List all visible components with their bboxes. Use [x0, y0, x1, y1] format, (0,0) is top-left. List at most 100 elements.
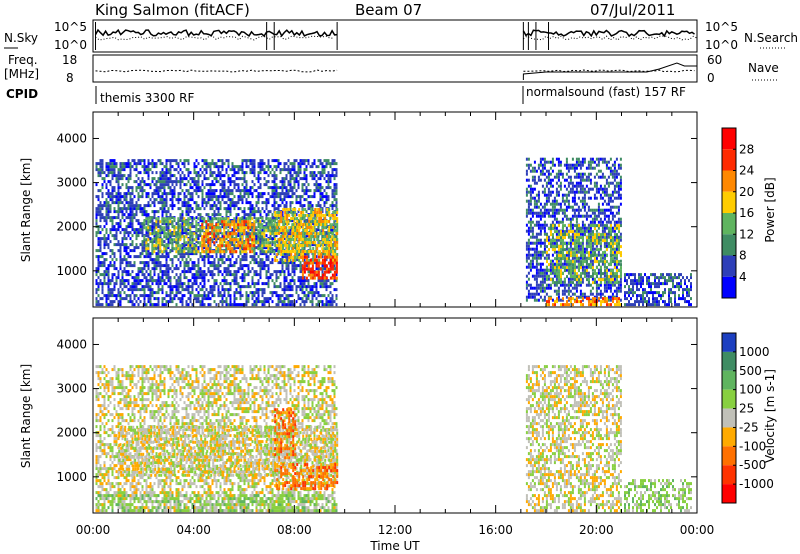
heatmap-cell [103, 201, 106, 205]
heatmap-cell [253, 189, 256, 193]
heatmap-cell [328, 229, 331, 232]
heatmap-cell [119, 300, 122, 304]
heatmap-cell [131, 300, 134, 304]
heatmap-cell [157, 195, 160, 199]
heatmap-cell [539, 232, 542, 236]
heatmap-cell [107, 303, 110, 307]
heatmap-cell [191, 282, 194, 286]
heatmap-cell [125, 261, 128, 265]
heatmap-cell [191, 186, 194, 190]
heatmap-cell [179, 244, 182, 248]
heatmap-cell [318, 241, 321, 244]
heatmap-cell [129, 225, 132, 229]
heatmap-cell [329, 217, 332, 221]
heatmap-cell [307, 285, 310, 289]
heatmap-cell [233, 180, 236, 184]
heatmap-cell [179, 207, 182, 211]
heatmap-cell [535, 244, 538, 248]
heatmap-cell [153, 229, 156, 233]
heatmap-cell [205, 250, 208, 254]
heatmap-cell [189, 258, 192, 262]
heatmap-cell [145, 204, 148, 208]
heatmap-cell [117, 213, 120, 217]
heatmap-cell [307, 291, 310, 295]
heatmap-cell [525, 187, 528, 191]
heatmap-cell [187, 210, 190, 214]
heatmap-cell [335, 288, 338, 292]
heatmap-cell [307, 201, 310, 205]
heatmap-cell [95, 168, 98, 172]
heatmap-cell [533, 181, 536, 185]
heatmap-cell [113, 261, 116, 265]
heatmap-cell [225, 244, 228, 248]
heatmap-cell [325, 231, 328, 235]
heatmap-cell [185, 303, 188, 307]
heatmap-cell [109, 288, 112, 292]
heatmap-cell [241, 294, 244, 298]
heatmap-cell [105, 270, 108, 274]
heatmap-cell [325, 285, 328, 289]
heatmap-cell [277, 195, 280, 199]
heatmap-cell [303, 303, 306, 307]
heatmap-cell [105, 273, 108, 277]
heatmap-cell [97, 189, 100, 193]
heatmap-cell [265, 258, 268, 262]
heatmap-cell [135, 204, 138, 208]
heatmap-cell [179, 247, 182, 251]
heatmap-cell [288, 241, 291, 244]
heatmap-cell [531, 274, 534, 278]
heatmap-cell [157, 252, 160, 256]
heatmap-cell [145, 252, 148, 256]
heatmap-cell [213, 273, 216, 277]
heatmap-cell [535, 235, 538, 239]
heatmap-cell [277, 270, 280, 274]
heatmap-cell [306, 241, 309, 244]
heatmap-cell [107, 216, 110, 220]
heatmap-cell [153, 303, 156, 307]
heatmap-cell [283, 285, 286, 289]
heatmap-cell [329, 255, 332, 259]
heatmap-cell [215, 255, 218, 259]
heatmap-cell [189, 300, 192, 304]
heatmap-cell [261, 300, 264, 304]
heatmap-cell [121, 279, 124, 283]
heatmap-cell [207, 223, 210, 227]
heatmap-cell [149, 240, 152, 244]
heatmap-cell [309, 270, 312, 274]
heatmap-cell [143, 243, 146, 247]
heatmap-cell [315, 273, 318, 277]
heatmap-cell [145, 276, 148, 280]
heatmap-cell [325, 192, 328, 196]
heatmap-cell [215, 279, 218, 283]
heatmap-cell [139, 225, 142, 229]
heatmap-cell [169, 232, 172, 236]
heatmap-cell [283, 162, 286, 166]
heatmap-cell [149, 220, 152, 224]
heatmap-cell [525, 244, 528, 248]
heatmap-cell [319, 285, 322, 289]
heatmap-cell [271, 180, 274, 184]
heatmap-cell [277, 252, 280, 256]
heatmap-cell [131, 282, 134, 286]
heatmap-cell [221, 225, 224, 229]
heatmap-cell [245, 264, 248, 268]
heatmap-cell [257, 225, 260, 229]
heatmap-cell [221, 174, 224, 178]
heatmap-cell [326, 247, 329, 250]
heatmap-cell [255, 189, 258, 193]
heatmap-cell [235, 235, 238, 239]
heatmap-cell [155, 264, 158, 268]
heatmap-cell [537, 175, 540, 179]
heatmap-cell [291, 261, 294, 265]
heatmap-cell [535, 274, 538, 278]
heatmap-cell [155, 210, 158, 214]
heatmap-cell [181, 171, 184, 175]
heatmap-cell [103, 282, 106, 286]
heatmap-cell [291, 192, 294, 196]
heatmap-cell [177, 279, 180, 283]
heatmap-cell [271, 232, 274, 236]
heatmap-cell [141, 192, 144, 196]
heatmap-cell [155, 267, 158, 271]
heatmap-cell [328, 211, 331, 214]
heatmap-cell [207, 294, 210, 298]
